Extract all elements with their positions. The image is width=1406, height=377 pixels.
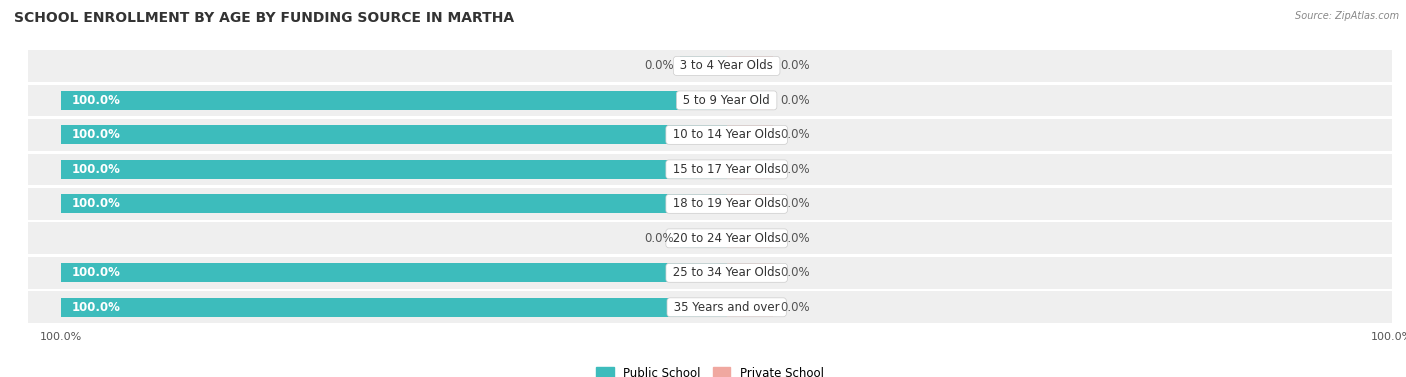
Bar	[28, 291, 1392, 323]
Bar	[28, 257, 1392, 289]
Text: 0.0%: 0.0%	[780, 163, 810, 176]
Bar	[727, 57, 773, 75]
Bar	[62, 195, 727, 213]
Bar	[62, 298, 727, 317]
Bar	[727, 195, 773, 213]
Bar	[727, 264, 773, 282]
Bar	[727, 126, 773, 144]
Bar	[28, 119, 1392, 151]
Bar	[62, 126, 727, 144]
Text: 0.0%: 0.0%	[780, 197, 810, 210]
Legend: Public School, Private School: Public School, Private School	[592, 362, 828, 377]
Bar	[62, 160, 727, 179]
Text: 100.0%: 100.0%	[72, 94, 121, 107]
Bar	[727, 160, 773, 179]
Bar	[727, 298, 773, 317]
Text: 5 to 9 Year Old: 5 to 9 Year Old	[679, 94, 773, 107]
Bar	[28, 188, 1392, 220]
Text: 0.0%: 0.0%	[644, 60, 673, 72]
Text: SCHOOL ENROLLMENT BY AGE BY FUNDING SOURCE IN MARTHA: SCHOOL ENROLLMENT BY AGE BY FUNDING SOUR…	[14, 11, 515, 25]
Text: 35 Years and over: 35 Years and over	[671, 301, 783, 314]
Bar	[28, 153, 1392, 185]
Text: 0.0%: 0.0%	[780, 301, 810, 314]
Bar	[28, 50, 1392, 82]
Text: 0.0%: 0.0%	[780, 129, 810, 141]
Text: 18 to 19 Year Olds: 18 to 19 Year Olds	[669, 197, 785, 210]
Bar	[681, 229, 727, 248]
Text: 20 to 24 Year Olds: 20 to 24 Year Olds	[669, 232, 785, 245]
Text: 25 to 34 Year Olds: 25 to 34 Year Olds	[669, 266, 785, 279]
Text: Source: ZipAtlas.com: Source: ZipAtlas.com	[1295, 11, 1399, 21]
Text: 0.0%: 0.0%	[644, 232, 673, 245]
Text: 10 to 14 Year Olds: 10 to 14 Year Olds	[669, 129, 785, 141]
Bar	[727, 229, 773, 248]
Text: 0.0%: 0.0%	[780, 60, 810, 72]
Text: 15 to 17 Year Olds: 15 to 17 Year Olds	[669, 163, 785, 176]
Text: 100.0%: 100.0%	[72, 129, 121, 141]
Bar	[681, 57, 727, 75]
Text: 100.0%: 100.0%	[72, 163, 121, 176]
Bar	[727, 91, 773, 110]
Text: 100.0%: 100.0%	[72, 197, 121, 210]
Text: 100.0%: 100.0%	[72, 301, 121, 314]
Text: 100.0%: 100.0%	[72, 266, 121, 279]
Text: 0.0%: 0.0%	[780, 266, 810, 279]
Text: 0.0%: 0.0%	[780, 94, 810, 107]
Text: 0.0%: 0.0%	[780, 232, 810, 245]
Bar	[28, 222, 1392, 254]
Bar	[62, 91, 727, 110]
Bar	[62, 264, 727, 282]
Text: 3 to 4 Year Olds: 3 to 4 Year Olds	[676, 60, 778, 72]
Bar	[28, 84, 1392, 116]
